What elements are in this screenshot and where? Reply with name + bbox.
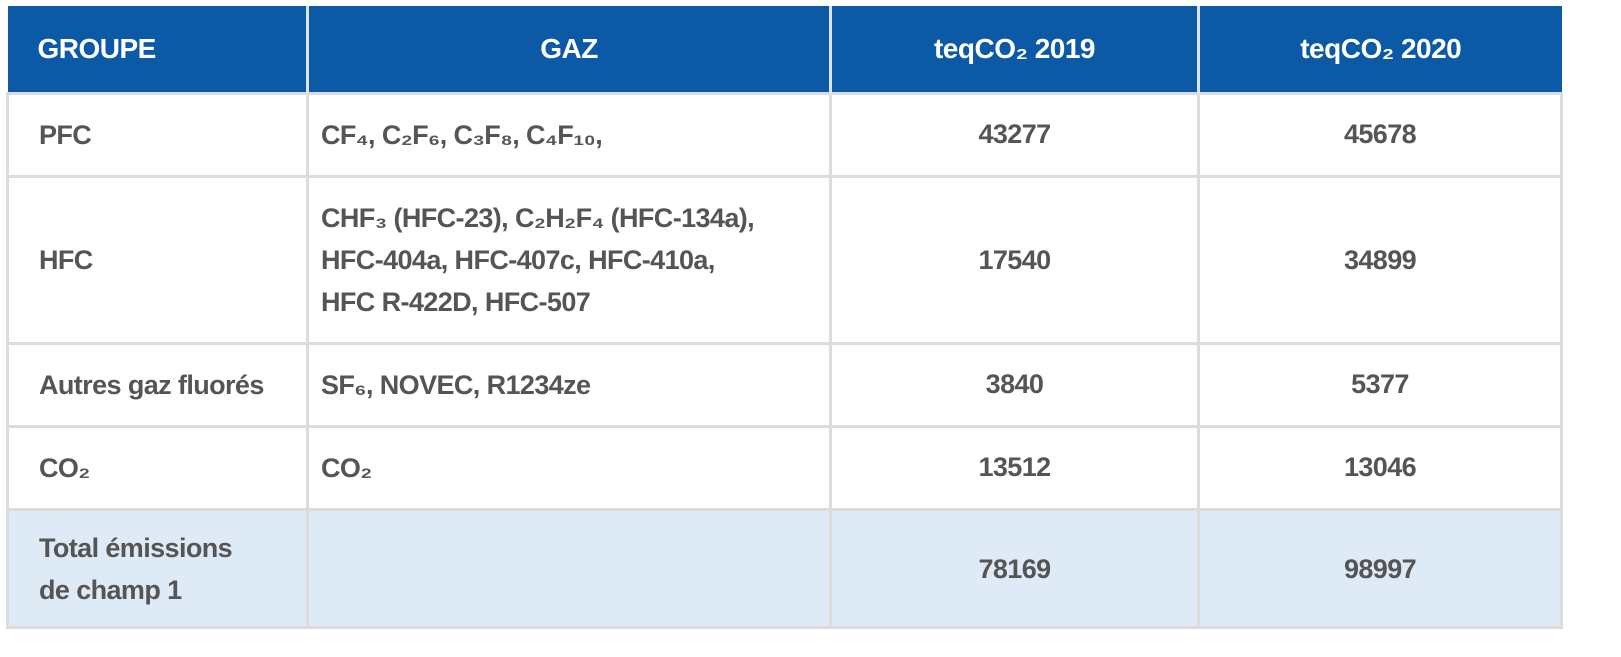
cell-line: HFC R-422D, HFC-507 — [321, 287, 591, 317]
cell-line: Autres gaz fluorés — [39, 370, 264, 400]
group-cell: Autres gaz fluorés — [6, 342, 309, 428]
cell-line: CO₂ — [321, 453, 372, 483]
cell-line: HFC — [39, 245, 93, 275]
cell-line: CF₄, C₂F₆, C₃F₈, C₄F₁₀, — [321, 120, 603, 150]
column-header: GROUPE — [7, 6, 308, 94]
gas-cell: CO₂ — [306, 425, 832, 511]
value-cell: 98997 — [1197, 508, 1563, 629]
group-cell: HFC — [6, 175, 309, 345]
cell-line: SF₆, NOVEC, R1234ze — [321, 370, 591, 400]
column-header: teqCO₂ 2020 — [1197, 6, 1562, 94]
gas-cell: CF₄, C₂F₆, C₃F₈, C₄F₁₀, — [306, 92, 832, 178]
header-row: GROUPE GAZ teqCO₂ 2019 teqCO₂ 2020 — [7, 6, 1562, 94]
value-cell: 13512 — [829, 425, 1200, 511]
group-cell: PFC — [6, 92, 309, 178]
value-cell: 78169 — [829, 508, 1200, 629]
cell-line: de champ 1 — [39, 574, 182, 605]
emissions-table: GROUPE GAZ teqCO₂ 2019 teqCO₂ 2020 PFC CF₄, … — [6, 6, 1563, 629]
value-cell: 43277 — [829, 92, 1200, 178]
value-cell: 3840 — [829, 342, 1200, 428]
group-cell: CO₂ — [6, 425, 309, 511]
column-header: GAZ — [306, 6, 831, 94]
gas-cell: SF₆, NOVEC, R1234ze — [306, 342, 832, 428]
gas-cell: CHF₃ (HFC-23), C₂H₂F₄ (HFC-134a), HFC-404… — [306, 175, 832, 345]
table-row: CO₂ CO₂ 13512 13046 — [6, 425, 1563, 511]
group-cell: Total émissions de champ 1 — [6, 508, 309, 629]
table-row: Total émissions de champ 1 78169 98997 — [6, 508, 1563, 629]
value-cell: 5377 — [1197, 342, 1563, 428]
value-cell: 13046 — [1197, 425, 1563, 511]
value-cell: 45678 — [1197, 92, 1563, 178]
cell-line: PFC — [39, 120, 92, 150]
gas-cell — [306, 508, 832, 629]
value-cell: 34899 — [1197, 175, 1563, 345]
table-row: PFC CF₄, C₂F₆, C₃F₈, C₄F₁₀, 43277 45678 — [6, 92, 1563, 178]
cell-line: Total émissions — [39, 532, 233, 563]
table-body: PFC CF₄, C₂F₆, C₃F₈, C₄F₁₀, 43277 45678 HFC C… — [6, 92, 1563, 629]
column-header: teqCO₂ 2019 — [829, 6, 1199, 94]
table-row: Autres gaz fluorés SF₆, NOVEC, R1234ze 384… — [6, 342, 1563, 428]
cell-line: CO₂ — [39, 453, 90, 483]
cell-line: CHF₃ (HFC-23), C₂H₂F₄ (HFC-134a), — [321, 203, 755, 233]
value-cell: 17540 — [829, 175, 1200, 345]
table-row: HFC CHF₃ (HFC-23), C₂H₂F₄ (HFC-134a), HFC-… — [6, 175, 1563, 345]
cell-line: HFC-404a, HFC-407c, HFC-410a, — [321, 245, 715, 275]
